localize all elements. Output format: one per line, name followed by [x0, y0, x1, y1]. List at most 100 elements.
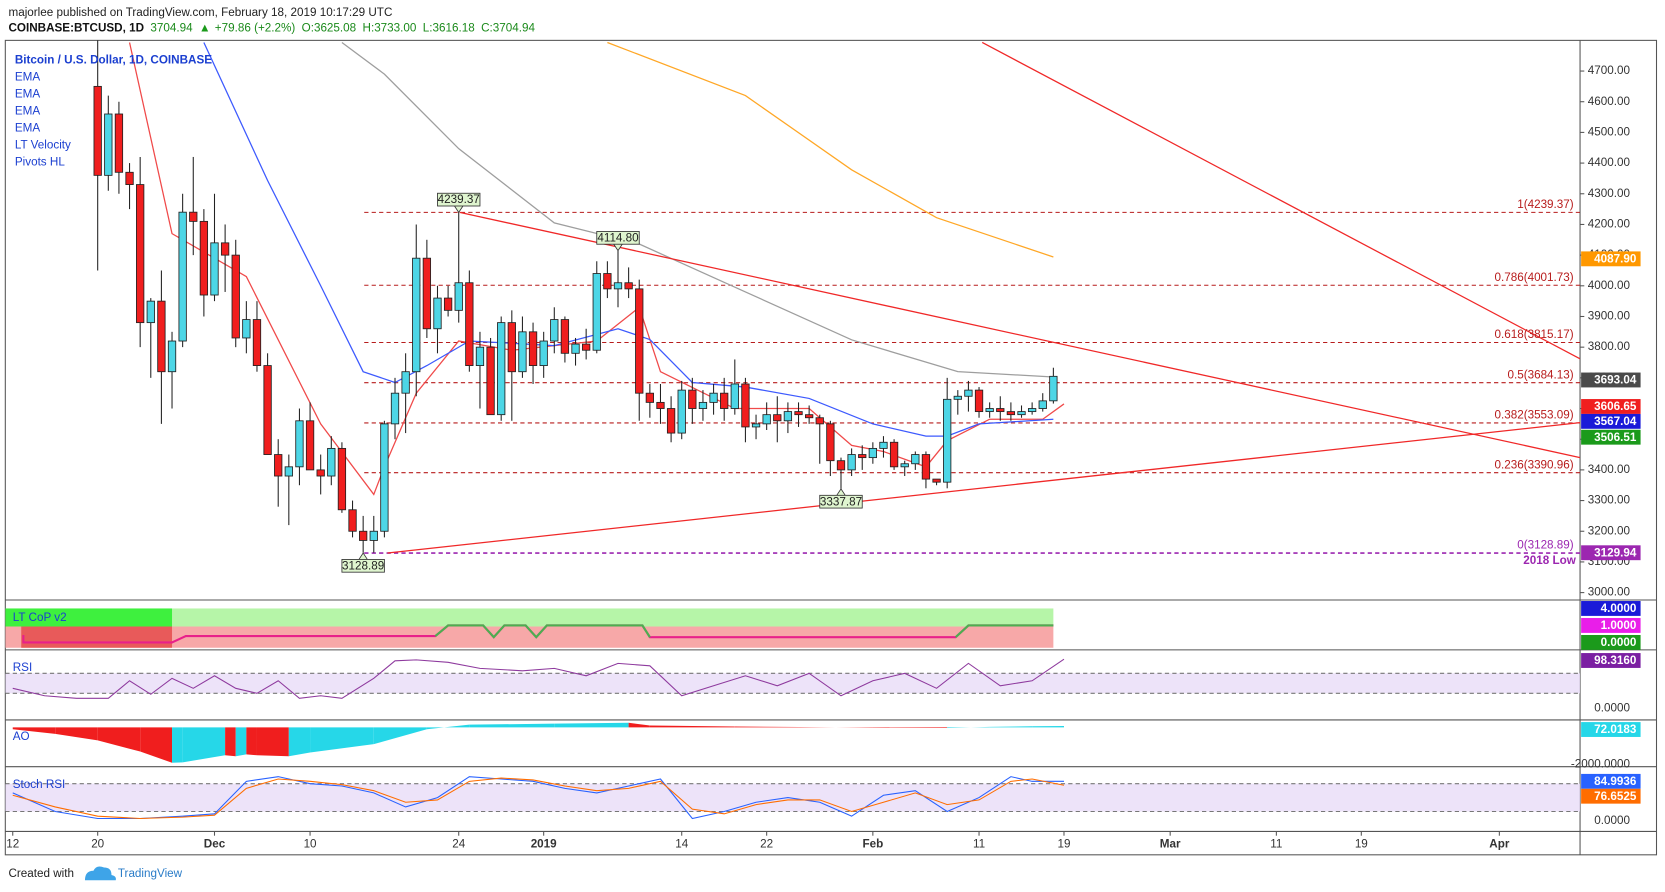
- x-tick-label: 2019: [531, 837, 557, 850]
- y-tick-label: 3000.00: [1588, 586, 1631, 599]
- pivot-label: 3337.87: [820, 495, 862, 508]
- price-tag: [1581, 601, 1641, 616]
- cop-fill: [21, 626, 173, 648]
- candle-body: [114, 113, 124, 173]
- cop-fill: [5, 608, 1054, 627]
- price-tag: [1581, 372, 1641, 388]
- candle-body: [252, 319, 262, 367]
- candle-body: [507, 322, 516, 373]
- ao-segment: [12, 727, 56, 734]
- candle-body: [539, 340, 548, 367]
- candle-body: [730, 383, 739, 409]
- arrow: ▲: [199, 22, 211, 35]
- candle-body: [295, 420, 304, 468]
- ohlc-close: C:3704.94: [481, 22, 535, 35]
- candle-body: [433, 297, 442, 330]
- candle-body: [964, 389, 973, 397]
- y-tick-label: 4700.00: [1588, 64, 1631, 77]
- candle-body: [220, 242, 230, 256]
- candle-body: [412, 257, 421, 373]
- candle-body: [316, 469, 325, 477]
- ao-segment: [872, 727, 948, 728]
- candle-body: [932, 478, 941, 483]
- ema-line: [203, 42, 1054, 437]
- y-tick-label: 4500.00: [1588, 125, 1631, 138]
- candle-body: [475, 346, 485, 367]
- candle-body: [231, 254, 240, 339]
- y-tick-label: 3800.00: [1588, 340, 1631, 353]
- candle-body: [1017, 411, 1026, 416]
- ao-segment: [140, 727, 173, 763]
- y-tick-label: 4300.00: [1588, 187, 1631, 200]
- trendline: [981, 41, 1581, 360]
- ao-segment: [734, 726, 799, 728]
- pivot-label: 3128.89: [342, 559, 384, 572]
- price-tag: [1581, 653, 1641, 668]
- last-price: 3704.94: [150, 22, 193, 35]
- x-tick-label: 12: [6, 837, 19, 850]
- legend-entry: EMA: [15, 122, 41, 135]
- y-tick-label: 3900.00: [1588, 310, 1631, 323]
- candle-body: [677, 389, 686, 434]
- ohlc-open: O:3625.08: [302, 22, 357, 35]
- pivot-pointer: [358, 552, 368, 560]
- ao-segment: [97, 727, 141, 752]
- candle-body: [136, 184, 145, 324]
- candle-body: [390, 392, 400, 425]
- price-tag: [1581, 635, 1641, 650]
- candle-body: [1006, 411, 1016, 416]
- candle-body: [1027, 408, 1037, 413]
- cop-fill: [5, 608, 173, 627]
- candle-body: [1038, 400, 1047, 409]
- ao-segment: [235, 727, 247, 757]
- candle-body: [274, 454, 283, 477]
- candle-body: [560, 319, 570, 354]
- price-tag-label: 4.0000: [1601, 602, 1637, 615]
- candle-body: [348, 509, 357, 532]
- candle-body: [624, 282, 633, 290]
- candle-body: [104, 113, 113, 176]
- price-tag-label: 3567.04: [1594, 415, 1637, 428]
- cop-line: [434, 624, 1054, 639]
- candle-body: [645, 392, 655, 403]
- indicator-line: [12, 777, 1065, 820]
- candle-body: [656, 401, 665, 409]
- band-fill: [5, 783, 1581, 812]
- candle-body: [794, 411, 803, 416]
- candle-body: [815, 417, 824, 425]
- fib-label: 0.382(3553.09): [1494, 409, 1573, 422]
- y-tick-label: 3200.00: [1588, 524, 1631, 537]
- fib-label: 0.236(3390.96): [1494, 458, 1573, 471]
- x-tick-label: 11: [973, 837, 985, 850]
- price-tag: [1581, 545, 1641, 561]
- price-tag-label: 72.0183: [1594, 723, 1637, 736]
- fib-label: 0.5(3684.13): [1507, 368, 1573, 381]
- candle-body: [284, 466, 293, 477]
- overlay: 3000.003100.003200.003300.003400.003500.…: [6, 54, 1641, 850]
- x-tick-label: Apr: [1489, 837, 1510, 850]
- candle-body: [592, 273, 601, 351]
- legend-entry: Pivots HL: [15, 156, 65, 169]
- legend-entry: Bitcoin / U.S. Dollar, 1D, COINBASE: [15, 54, 212, 67]
- ohlc-low: L:3616.18: [423, 22, 475, 35]
- price-tag-label: 84.9936: [1594, 775, 1637, 788]
- pivot-box: [596, 231, 640, 245]
- candle-body: [953, 395, 962, 400]
- price-tag: [1581, 429, 1641, 445]
- candle-body: [210, 242, 219, 296]
- candle-body: [688, 389, 697, 409]
- candle-body: [422, 257, 432, 330]
- candle-body: [826, 423, 835, 462]
- pivot-box: [819, 494, 863, 509]
- x-tick-label: 24: [452, 837, 465, 850]
- candle-body: [635, 288, 644, 394]
- legend-entry: EMA: [15, 71, 41, 84]
- price-tag: [1581, 251, 1641, 267]
- y-tick-label: 4000.00: [1588, 279, 1631, 292]
- candle-body: [868, 447, 877, 459]
- legend-entry: LT Velocity: [15, 139, 71, 152]
- pivot-label: 4114.80: [597, 231, 639, 244]
- candle-body: [167, 340, 177, 373]
- fib-label: 0(3128.89): [1517, 539, 1574, 552]
